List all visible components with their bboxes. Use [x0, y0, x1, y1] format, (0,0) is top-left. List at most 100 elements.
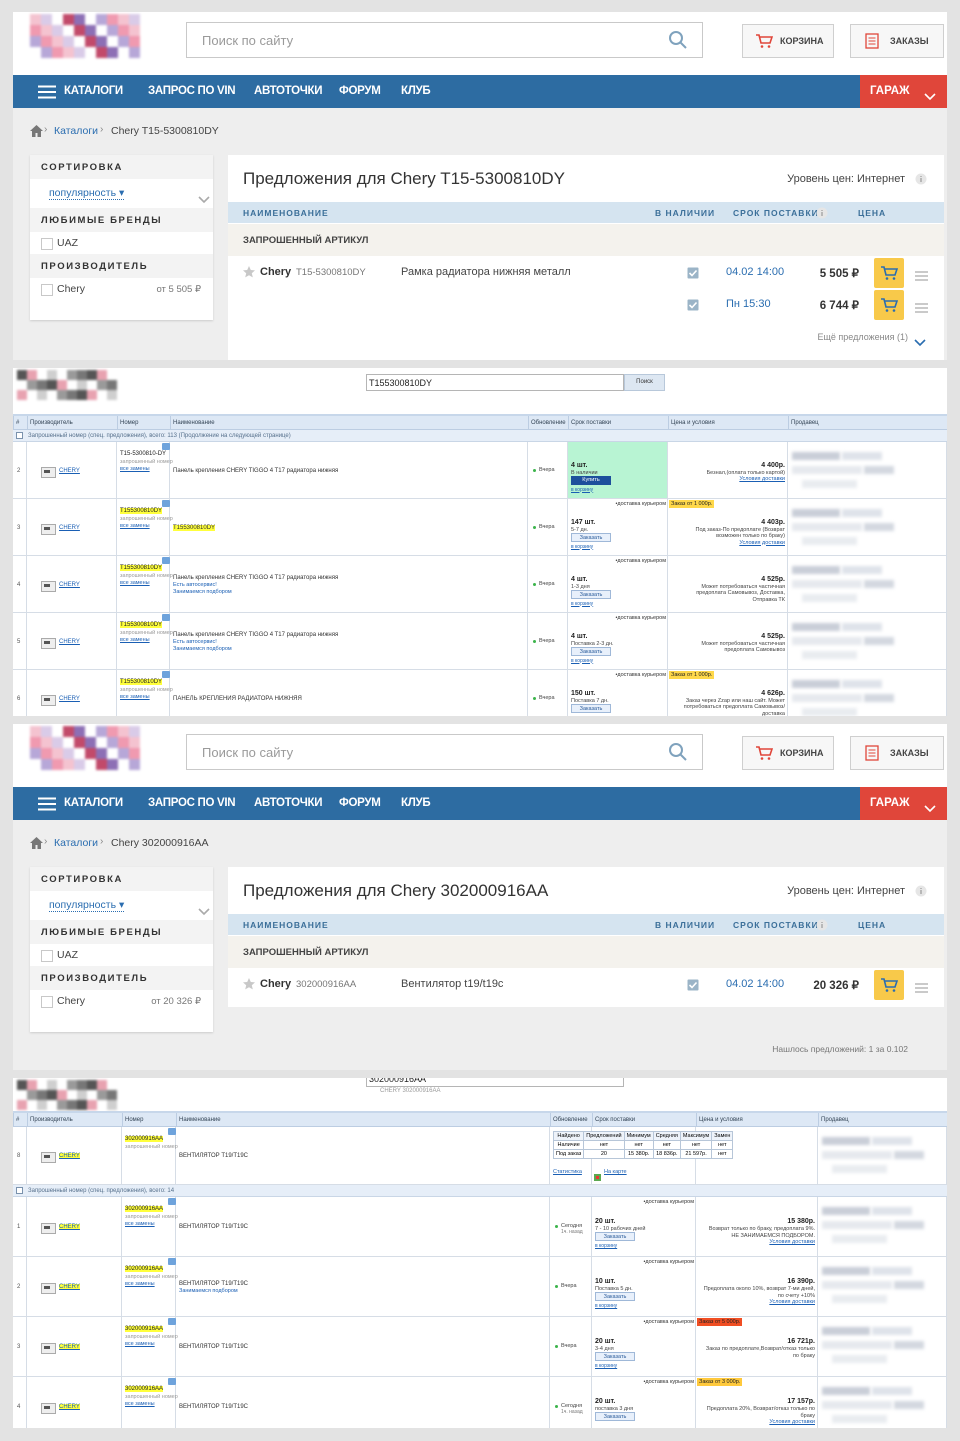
terms-link[interactable]: Условия доставки — [769, 1299, 815, 1305]
cart-link[interactable]: в корзину — [571, 486, 594, 493]
order-button[interactable]: Заказать — [595, 1232, 635, 1241]
column-header: ЦЕНА — [858, 920, 887, 930]
order-button[interactable]: Заказать — [595, 1292, 635, 1301]
terms-link[interactable]: Условия доставки — [769, 1419, 815, 1425]
nav-item[interactable]: КЛУБ — [401, 85, 431, 97]
maker[interactable]: CHERY — [59, 581, 80, 588]
brand-option[interactable]: UAZ — [57, 237, 78, 249]
maker-option[interactable]: Chery — [57, 283, 86, 295]
cart-button[interactable]: КОРЗИНА — [742, 736, 834, 770]
order-button[interactable]: Заказать — [571, 589, 611, 599]
conditions-text: Под заказ-По предоплате (Возврат возможе… — [695, 526, 786, 540]
nav-item[interactable]: ФОРУМ — [339, 797, 381, 809]
cart-link[interactable]: в корзину — [571, 657, 594, 664]
terms-link[interactable]: Условия доставки — [739, 476, 785, 482]
table-cell — [176, 1317, 550, 1377]
table-cell — [13, 1197, 27, 1257]
more-offers[interactable]: Ещё предложения (1) — [817, 332, 908, 342]
replacements-link[interactable]: все замены — [125, 1401, 155, 1407]
stats-cell: нет — [711, 1140, 734, 1150]
logo-cell — [57, 1100, 67, 1110]
price: 16 390р. — [787, 1278, 815, 1285]
cart-link[interactable]: в корзину — [571, 543, 594, 550]
maker[interactable]: CHERY — [59, 638, 80, 645]
status-dot — [533, 468, 536, 472]
nav-item[interactable]: ЗАПРОС ПО VIN — [148, 85, 236, 97]
cart-link[interactable]: в корзину — [595, 1243, 618, 1249]
nav-item[interactable]: АВТОТОЧКИ — [254, 85, 323, 97]
checkbox — [41, 995, 53, 1013]
order-button[interactable]: Заказать — [571, 646, 611, 656]
replacements-link[interactable]: все замены — [120, 523, 150, 529]
order-button[interactable]: Купить — [571, 475, 611, 485]
icon-part — [915, 271, 928, 281]
maker[interactable]: CHERY — [59, 695, 80, 702]
icon-part — [892, 309, 896, 312]
stats-header: Минимум — [623, 1131, 654, 1141]
icon-part — [816, 919, 828, 931]
logo-cell — [96, 748, 107, 759]
maker[interactable]: CHERY — [59, 1224, 80, 1230]
add-to-cart[interactable] — [874, 258, 904, 288]
map-link[interactable]: На карте — [604, 1169, 627, 1175]
breadcrumb-link[interactable]: Каталоги — [54, 125, 99, 137]
cart-button[interactable]: КОРЗИНА — [742, 24, 834, 58]
add-to-cart[interactable] — [874, 290, 904, 320]
replacements-link[interactable]: все замены — [120, 466, 150, 472]
replacements-link[interactable]: все замены — [125, 1281, 155, 1287]
orders-button[interactable]: ЗАКАЗЫ — [850, 24, 944, 58]
sidebar-heading-bar: ПРОИЗВОДИТЕЛЬ — [30, 966, 213, 990]
conditions: Предоплата 20%, Возврат/отказ только по … — [703, 1406, 815, 1426]
replacements-link[interactable]: все замены — [120, 580, 150, 586]
replacements-link[interactable]: все замены — [120, 637, 150, 643]
brand-option[interactable]: UAZ — [57, 949, 78, 961]
add-to-cart[interactable] — [874, 970, 904, 1000]
garage-button[interactable]: ГАРАЖ — [860, 75, 947, 108]
sort-select[interactable]: популярность ▾ — [49, 899, 125, 912]
part-name: ВЕНТИЛЯТОР T19/T19C — [179, 1153, 248, 1159]
status-dot — [555, 1225, 558, 1228]
garage-button[interactable]: ГАРАЖ — [860, 787, 947, 820]
maker[interactable]: CHERY — [59, 467, 80, 474]
maker[interactable]: CHERY — [59, 1153, 80, 1159]
cart-link[interactable]: в корзину — [595, 1363, 618, 1369]
part-name: Панель крепления CHERY TIGGO 4 T17 радиа… — [173, 574, 339, 581]
maker-option[interactable]: Chery — [57, 995, 86, 1007]
logo-cell — [17, 1100, 27, 1110]
cart-link[interactable]: в корзину — [595, 1303, 618, 1309]
cart-link[interactable]: в корзину — [571, 600, 594, 607]
order-button[interactable]: Заказать — [571, 703, 611, 713]
icon-part — [41, 996, 53, 1008]
breadcrumb-link[interactable]: Каталоги — [54, 837, 99, 849]
sort-select[interactable]: популярность ▾ — [49, 187, 125, 200]
row-number: 2 — [17, 1284, 21, 1290]
updated: Вчера — [539, 694, 555, 701]
orders-button[interactable]: ЗАКАЗЫ — [850, 736, 944, 770]
maker[interactable]: CHERY — [59, 524, 80, 531]
maker[interactable]: CHERY — [59, 1404, 80, 1410]
nav-item[interactable]: КАТАЛОГИ — [64, 85, 123, 97]
order-button[interactable]: Заказать — [571, 532, 611, 542]
cart-icon — [880, 297, 899, 318]
nav-item[interactable]: ЗАПРОС ПО VIN — [148, 797, 236, 809]
stats-link[interactable]: Статистика — [553, 1169, 582, 1175]
conditions: Возврат только по браку, предоплата 9%. … — [703, 1226, 815, 1246]
part-name: ВЕНТИЛЯТОР T19/T19C — [179, 1344, 248, 1350]
maker[interactable]: CHERY — [59, 1284, 80, 1290]
terms-link[interactable]: Условия доставки — [739, 539, 785, 546]
search-button[interactable]: Поиск — [624, 374, 665, 391]
replacements-link[interactable]: все замены — [125, 1221, 155, 1227]
nav-item[interactable]: АВТОТОЧКИ — [254, 797, 323, 809]
order-button[interactable]: Заказать — [595, 1412, 635, 1421]
table-cell — [176, 1257, 550, 1317]
replacements-link[interactable]: все замены — [120, 694, 150, 700]
order-button[interactable]: Заказать — [595, 1352, 635, 1361]
replacements-link[interactable]: все замены — [125, 1341, 155, 1347]
nav-item[interactable]: КЛУБ — [401, 797, 431, 809]
nav-item[interactable]: КАТАЛОГИ — [64, 797, 123, 809]
offer-date: 04.02 14:00 — [726, 978, 785, 990]
maker[interactable]: CHERY — [59, 1344, 80, 1350]
terms-link[interactable]: Условия доставки — [769, 1239, 815, 1245]
logo-cell — [85, 36, 96, 47]
nav-item[interactable]: ФОРУМ — [339, 85, 381, 97]
